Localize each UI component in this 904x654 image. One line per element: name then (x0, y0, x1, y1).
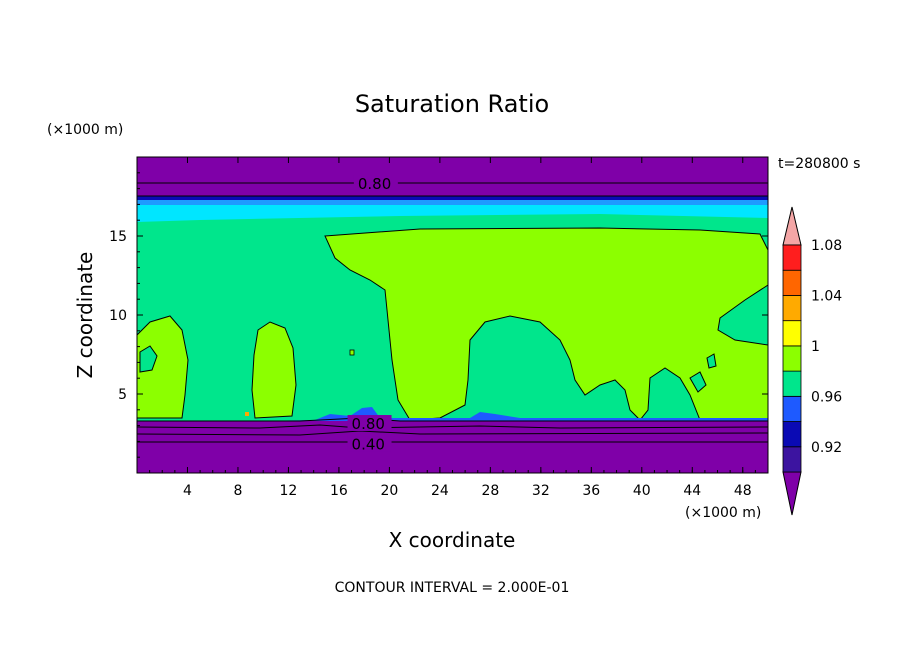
y-tick-label: 10 (109, 308, 127, 324)
y-axis-label: Z coordinate (73, 252, 97, 379)
contour-interval-label: CONTOUR INTERVAL = 2.000E-01 (335, 580, 570, 596)
colorbar-min-arrow (782, 471, 802, 516)
right-moist-pocket-2 (706, 353, 717, 369)
y-axis: 5 10 15 (109, 172, 768, 458)
x-tick-label: 28 (481, 483, 499, 499)
colorbar-box (782, 345, 802, 372)
contour-label: 0.40 (352, 436, 385, 454)
contour-label-bg (353, 174, 398, 191)
left-plume (137, 315, 189, 419)
y-tick-label: 15 (109, 229, 127, 245)
x-tick-label: 24 (431, 483, 449, 499)
contour-label: 0.80 (358, 175, 391, 193)
saturated-speck (349, 349, 355, 356)
x-tick-label: 36 (582, 483, 600, 499)
lower-blue-fringe (137, 407, 768, 423)
upper-band-blue (137, 195, 768, 200)
x-tick-label: 44 (683, 483, 701, 499)
colorbar-label: 0.96 (811, 389, 842, 405)
x-axis-label: X coordinate (389, 528, 516, 552)
x-tick-label: 12 (280, 483, 298, 499)
colorbar-box (782, 244, 802, 271)
x-tick-label: 4 (183, 483, 192, 499)
chart-title: Saturation Ratio (355, 90, 549, 118)
colorbar-box (782, 421, 802, 448)
x-tick-label: 48 (734, 483, 752, 499)
x-tick-label: 40 (633, 483, 651, 499)
upper-band-cyan (137, 204, 768, 222)
x-tick-label: 20 (380, 483, 398, 499)
colorbar-box (782, 370, 802, 397)
orange-blip (245, 412, 249, 416)
x-tick-label: 8 (233, 483, 242, 499)
mid-left-plume (251, 321, 297, 419)
stratosphere (137, 157, 768, 196)
colorbar-label: 1.04 (811, 288, 842, 304)
y-unit-label: (×1000 m) (47, 122, 123, 138)
colorbar-label: 1 (811, 339, 820, 355)
upper-band-lightblue (137, 199, 768, 205)
colorbar-box (782, 295, 802, 322)
contour-label-bg (347, 415, 392, 432)
colorbar-box (782, 269, 802, 296)
colorbar: 0.92 0.96 1 1.04 1.08 (782, 206, 842, 516)
colorbar-box (782, 446, 802, 473)
colorbar-label: 0.92 (811, 440, 842, 456)
y-tick-label: 5 (118, 387, 127, 403)
saturated-plume (324, 227, 768, 421)
colorbar-label: 1.08 (811, 238, 842, 254)
x-tick-label: 32 (532, 483, 550, 499)
x-unit-label: (×1000 m) (685, 505, 761, 521)
x-tick-label: 16 (330, 483, 348, 499)
left-moist-pocket (139, 345, 158, 373)
colorbar-max-arrow (782, 206, 802, 246)
contour-label: 0.80 (352, 415, 385, 433)
lower-layer (137, 421, 768, 473)
colorbar-box (782, 320, 802, 347)
x-axis: 4 8 12 16 20 24 28 32 36 40 44 48 (149, 157, 756, 499)
time-label: t=280800 s (778, 156, 860, 172)
contour-field: 0.80 0.80 0.40 (137, 157, 768, 473)
right-moist-pocket (689, 371, 707, 393)
contour-label-bg (347, 435, 392, 452)
colorbar-box (782, 395, 802, 422)
